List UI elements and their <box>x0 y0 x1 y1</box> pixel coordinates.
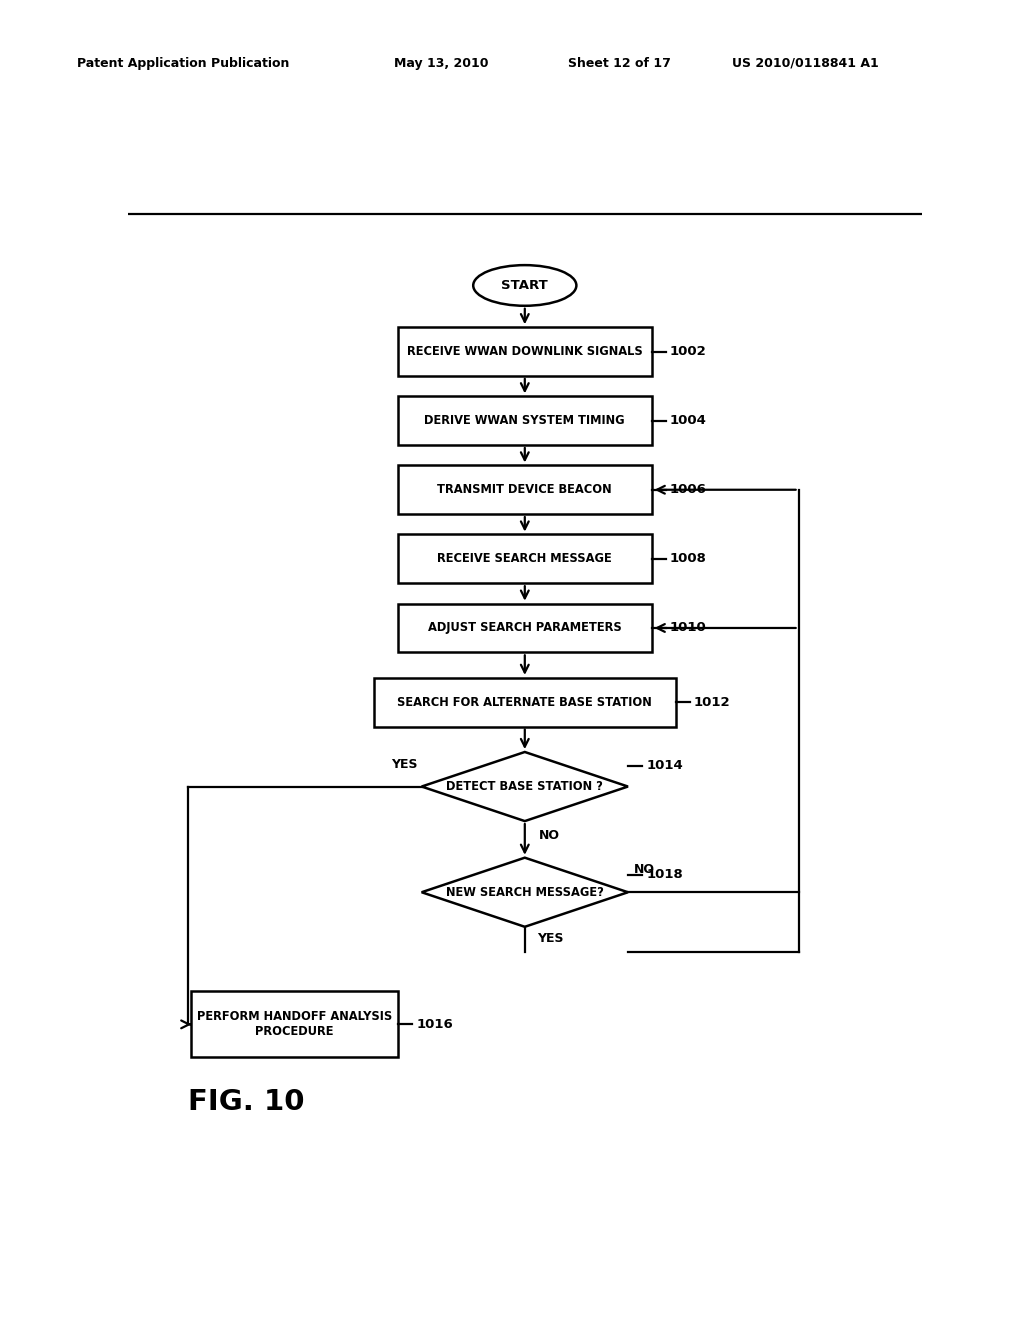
Text: 1002: 1002 <box>670 345 707 358</box>
Text: NEW SEARCH MESSAGE?: NEW SEARCH MESSAGE? <box>445 886 604 899</box>
Text: DETECT BASE STATION ?: DETECT BASE STATION ? <box>446 780 603 793</box>
Text: RECEIVE WWAN DOWNLINK SIGNALS: RECEIVE WWAN DOWNLINK SIGNALS <box>407 345 643 358</box>
FancyBboxPatch shape <box>374 677 676 726</box>
Text: FIG. 10: FIG. 10 <box>187 1088 304 1115</box>
Text: 1016: 1016 <box>416 1018 453 1031</box>
Text: May 13, 2010: May 13, 2010 <box>394 57 488 70</box>
FancyBboxPatch shape <box>397 603 651 652</box>
Text: NO: NO <box>539 829 560 842</box>
Text: 1012: 1012 <box>694 696 730 709</box>
Text: NO: NO <box>634 863 655 876</box>
Text: Patent Application Publication: Patent Application Publication <box>77 57 289 70</box>
Text: 1018: 1018 <box>646 869 683 882</box>
Text: DERIVE WWAN SYSTEM TIMING: DERIVE WWAN SYSTEM TIMING <box>425 414 625 428</box>
FancyBboxPatch shape <box>397 327 651 376</box>
Text: 1010: 1010 <box>670 622 707 635</box>
Text: 1008: 1008 <box>670 552 707 565</box>
Polygon shape <box>422 752 628 821</box>
FancyBboxPatch shape <box>397 466 651 515</box>
Text: 1006: 1006 <box>670 483 707 496</box>
Text: US 2010/0118841 A1: US 2010/0118841 A1 <box>732 57 879 70</box>
Text: SEARCH FOR ALTERNATE BASE STATION: SEARCH FOR ALTERNATE BASE STATION <box>397 696 652 709</box>
Text: PERFORM HANDOFF ANALYSIS
PROCEDURE: PERFORM HANDOFF ANALYSIS PROCEDURE <box>197 1010 392 1039</box>
Text: YES: YES <box>391 758 418 771</box>
Text: YES: YES <box>537 932 563 945</box>
Text: RECEIVE SEARCH MESSAGE: RECEIVE SEARCH MESSAGE <box>437 552 612 565</box>
FancyBboxPatch shape <box>397 396 651 445</box>
Text: 1004: 1004 <box>670 414 707 428</box>
Polygon shape <box>422 858 628 927</box>
Ellipse shape <box>473 265 577 306</box>
Text: ADJUST SEARCH PARAMETERS: ADJUST SEARCH PARAMETERS <box>428 622 622 635</box>
FancyBboxPatch shape <box>191 991 397 1057</box>
FancyBboxPatch shape <box>397 535 651 583</box>
Text: Sheet 12 of 17: Sheet 12 of 17 <box>568 57 671 70</box>
Text: 1014: 1014 <box>646 759 683 772</box>
Text: START: START <box>502 279 548 292</box>
Text: TRANSMIT DEVICE BEACON: TRANSMIT DEVICE BEACON <box>437 483 612 496</box>
